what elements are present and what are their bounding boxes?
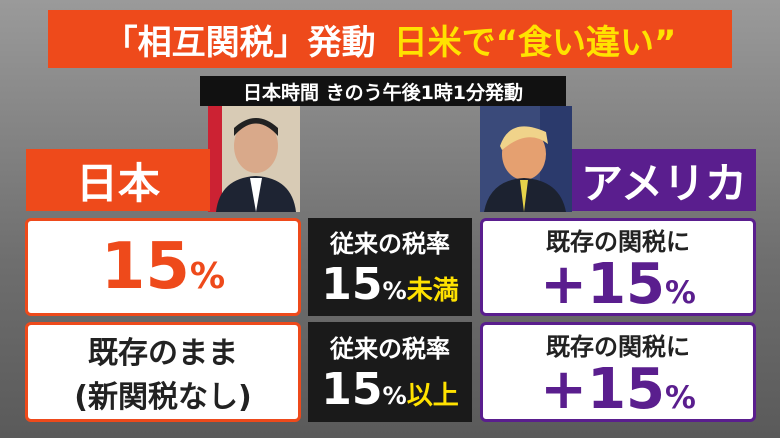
label-usa: アメリカ — [572, 149, 756, 211]
rate-unit: % — [189, 256, 226, 297]
text-line: (新関税なし) — [74, 380, 252, 415]
title: 「相互関税」発動 — [103, 22, 376, 63]
japan-other: 既存のまま (新関税なし) — [25, 322, 301, 422]
photo-usa — [480, 106, 572, 212]
title-highlight: 日米で“食い違い” — [393, 22, 677, 63]
rate-suffix: 以上 — [406, 381, 459, 411]
middle-cond-2: 従来の税率 15%以上 — [308, 322, 472, 422]
text-line: 従来の税率 — [330, 230, 450, 258]
usa-rate-2: 既存の関税に +15% — [480, 322, 756, 422]
rate-unit: % — [382, 277, 407, 305]
label-japan: 日本 — [26, 149, 210, 211]
rate-number: +15 — [540, 356, 665, 422]
rate-unit: % — [382, 382, 407, 410]
photo-japan — [208, 106, 300, 212]
rate-number: 15 — [321, 259, 383, 310]
text-line: 既存の関税に — [546, 227, 690, 256]
text-line: 既存の関税に — [546, 332, 690, 361]
usa-rate-1: 既存の関税に +15% — [480, 218, 756, 316]
rate-unit: % — [665, 274, 696, 311]
header-band: 「相互関税」発動 日米で“食い違い” — [48, 10, 732, 68]
rate-suffix: 未満 — [406, 276, 459, 306]
text-line: 従来の税率 — [330, 335, 450, 363]
japan-rate: 15% — [25, 218, 301, 316]
subtitle: 日本時間 きのう午後1時1分発動 — [200, 76, 566, 106]
rate-number: 15 — [321, 364, 383, 415]
rate-number: +15 — [540, 251, 665, 317]
rate-unit: % — [665, 379, 696, 416]
text-line: 既存のまま — [88, 336, 238, 371]
middle-cond-1: 従来の税率 15%未満 — [308, 218, 472, 316]
rate-number: 15 — [100, 230, 190, 304]
